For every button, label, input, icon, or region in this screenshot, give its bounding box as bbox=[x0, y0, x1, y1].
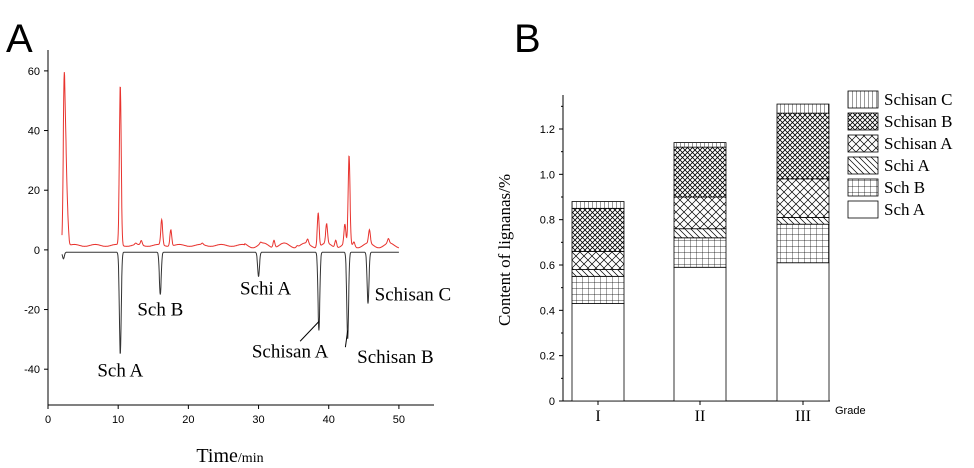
a-y-tick-label-0: -40 bbox=[24, 364, 40, 376]
panel-a-axes bbox=[47, 50, 434, 406]
bar-segment-schisan-b-grade-III bbox=[776, 112, 830, 180]
bar-segment-sch-a-grade-III bbox=[776, 262, 830, 402]
legend-swatch-schisan-c bbox=[847, 90, 879, 109]
chromatogram-trace-1 bbox=[61, 251, 399, 354]
a-x-tick-label-3: 30 bbox=[252, 414, 264, 426]
bar-segment-sch-a-grade-I bbox=[571, 303, 625, 402]
panel-b-x-ticks: I II III bbox=[595, 401, 811, 425]
panel-b-x-axis-title: Grade bbox=[835, 405, 866, 417]
bar-segment-schisan-a-grade-I bbox=[571, 250, 625, 270]
bar-segment-sch-b-grade-II bbox=[673, 237, 727, 268]
a-x-tick-label-5: 50 bbox=[393, 414, 405, 426]
legend-label-sch-b: Sch B bbox=[884, 178, 925, 197]
legend-swatch-schi-a bbox=[847, 156, 879, 175]
legend-label-schisan-a: Schisan A bbox=[884, 134, 953, 153]
legend-label-schisan-b: Schisan B bbox=[884, 112, 952, 131]
a-y-tick-label-3: 20 bbox=[28, 185, 40, 197]
panel-b-stacked-bars bbox=[571, 103, 830, 402]
panel-a-x-axis-title: Time/min bbox=[196, 445, 263, 467]
bar-segment-schisan-a-grade-III bbox=[776, 178, 830, 218]
panel-a-y-ticks: -40 -20 0 20 40 60 bbox=[24, 66, 48, 376]
panel-b-legend: Schisan C Schisan B Schisan A Schi A Sch B Sc… bbox=[847, 90, 953, 219]
panel-b-y-ticks: 0 0.2 0.4 0.6 0.8 1.0 1.2 bbox=[540, 105, 563, 408]
panel-label-b: B bbox=[514, 17, 541, 61]
legend-swatch-schisan-b bbox=[847, 112, 879, 131]
panel-label-a: A bbox=[6, 17, 33, 61]
panel-a-chromatograms bbox=[61, 72, 399, 354]
bar-segment-schisan-c-grade-II bbox=[673, 142, 727, 148]
b-y-tick-label-2: 0.4 bbox=[540, 305, 555, 317]
bar-segment-schi-a-grade-I bbox=[571, 269, 625, 277]
b-x-tick-label-2: III bbox=[795, 408, 811, 425]
bar-segment-sch-b-grade-I bbox=[571, 275, 625, 304]
panel-a-peak-annotations: Sch A Sch B Schi A Schisan A Schisan B Schisa… bbox=[97, 279, 451, 382]
panel-a-xlabel-main: Time bbox=[196, 445, 238, 467]
bar-segment-sch-b-grade-III bbox=[776, 223, 830, 264]
legend-swatch-sch-b bbox=[847, 178, 879, 197]
b-y-tick-label-5: 1.0 bbox=[540, 169, 555, 181]
a-x-tick-label-2: 20 bbox=[182, 414, 194, 426]
b-x-tick-label-0: I bbox=[595, 408, 600, 425]
bar-segment-schisan-b-grade-I bbox=[571, 207, 625, 252]
peak-arrow-schisan-b bbox=[344, 330, 349, 348]
legend-swatch-sch-a bbox=[847, 200, 879, 219]
peak-label-sch-b: Sch B bbox=[137, 300, 183, 321]
chromatogram-trace-0 bbox=[61, 72, 399, 249]
b-y-tick-label-0: 0 bbox=[549, 396, 555, 408]
panel-b-y-axis-title: Content of lignanas/% bbox=[495, 174, 514, 326]
b-x-tick-label-1: II bbox=[695, 408, 706, 425]
legend-label-sch-a: Sch A bbox=[884, 200, 926, 219]
panel-a-xlabel-unit: /min bbox=[238, 451, 264, 466]
peak-label-schisan-b: Schisan B bbox=[357, 347, 434, 368]
bar-segment-schisan-b-grade-II bbox=[673, 146, 727, 198]
a-y-tick-label-2: 0 bbox=[34, 245, 40, 257]
peak-label-schi-a: Schi A bbox=[240, 279, 291, 300]
peak-label-schisan-c: Schisan C bbox=[375, 285, 452, 306]
b-y-tick-label-3: 0.6 bbox=[540, 260, 555, 272]
peak-arrow-schisan-a bbox=[299, 321, 320, 342]
peak-label-schisan-a: Schisan A bbox=[252, 341, 329, 362]
bar-segment-schi-a-grade-III bbox=[776, 216, 830, 225]
a-y-tick-label-1: -20 bbox=[24, 305, 40, 317]
a-x-tick-label-1: 10 bbox=[112, 414, 124, 426]
bar-segment-schisan-c-grade-III bbox=[776, 103, 830, 114]
a-y-tick-label-4: 40 bbox=[28, 126, 40, 138]
b-y-tick-label-1: 0.2 bbox=[540, 351, 555, 363]
b-y-tick-label-6: 1.2 bbox=[540, 124, 555, 136]
bar-segment-schi-a-grade-II bbox=[673, 228, 727, 239]
a-x-tick-label-4: 40 bbox=[323, 414, 335, 426]
bar-segment-sch-a-grade-II bbox=[673, 266, 727, 402]
a-x-tick-label-0: 0 bbox=[45, 414, 51, 426]
b-y-tick-label-4: 0.8 bbox=[540, 215, 555, 227]
peak-label-sch-a: Sch A bbox=[97, 361, 143, 382]
legend-label-schisan-c: Schisan C bbox=[884, 90, 952, 109]
bar-segment-schisan-c-grade-I bbox=[571, 201, 625, 209]
bar-segment-schisan-a-grade-II bbox=[673, 196, 727, 230]
a-y-tick-label-5: 60 bbox=[28, 66, 40, 78]
legend-swatch-schisan-a bbox=[847, 134, 879, 153]
legend-label-schi-a: Schi A bbox=[884, 156, 931, 175]
panel-a-x-ticks: 0 10 20 30 40 50 bbox=[45, 405, 405, 426]
